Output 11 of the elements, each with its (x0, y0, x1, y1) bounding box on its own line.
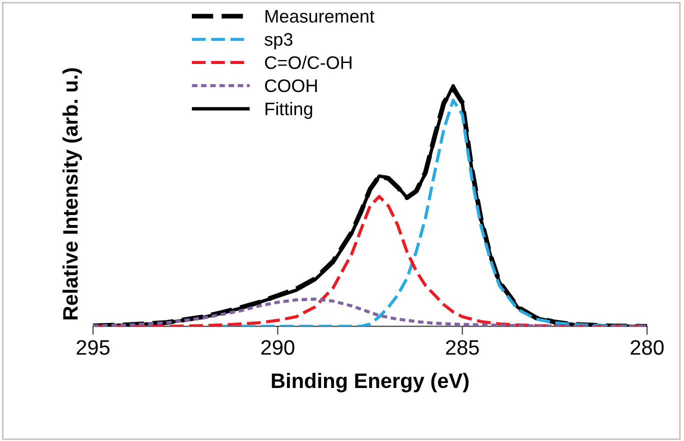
x-tick-label: 285 (446, 340, 479, 355)
x-tick-label: 280 (630, 340, 664, 355)
x-axis-title: Binding Energy (eV) (272, 372, 469, 392)
legend-label: C=O/C-OH (265, 56, 352, 69)
x-tick-label: 290 (261, 340, 294, 355)
legend-label: COOH (265, 79, 317, 92)
x-tick-label: 295 (76, 340, 110, 355)
y-axis-title: Relative Intensity (arb. u.) (62, 68, 82, 320)
legend-label: Measurement (266, 10, 374, 23)
legend-label: sp3 (264, 33, 292, 50)
legend-label: Fitting (266, 102, 312, 119)
